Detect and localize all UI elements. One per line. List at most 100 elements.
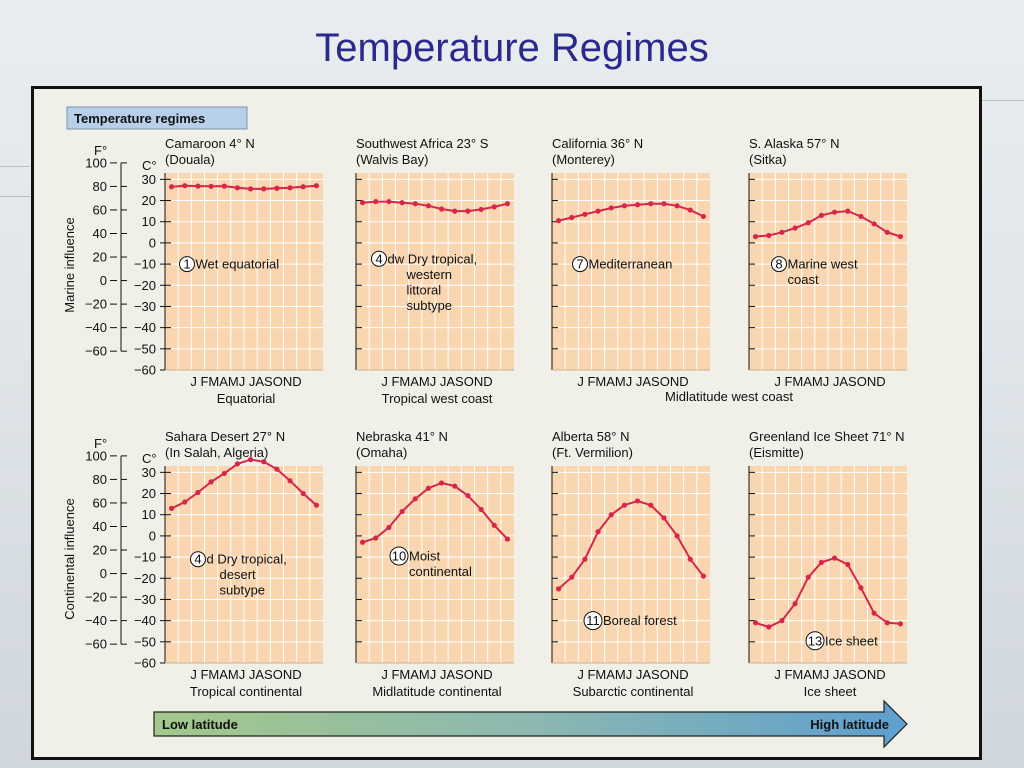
- data-point: [818, 212, 825, 218]
- data-point: [313, 502, 320, 508]
- f-tick-label: 40: [93, 519, 107, 534]
- data-point: [792, 225, 798, 231]
- regime-label-line: littoral: [407, 282, 442, 297]
- regime-number-circle: [771, 256, 787, 273]
- data-point: [569, 574, 575, 580]
- data-point: [504, 201, 511, 207]
- f-tick-label: −60: [85, 344, 107, 359]
- data-point: [831, 209, 838, 215]
- data-point: [234, 185, 241, 191]
- f-tick-label: −60: [85, 637, 107, 652]
- latitude-arrow: [153, 699, 908, 749]
- regime-number-circle: [190, 551, 206, 568]
- data-point: [608, 205, 614, 211]
- data-point: [805, 574, 811, 580]
- c-tick-label: −40: [134, 320, 156, 335]
- regime-label-line: Mediterranean: [589, 257, 673, 272]
- c-tick-label: −10: [134, 550, 156, 565]
- c-tick-label: 20: [142, 193, 156, 208]
- regime-label-line: continental: [409, 564, 472, 579]
- data-point: [234, 461, 241, 467]
- data-point: [373, 198, 379, 205]
- regime-label-line: coast: [788, 272, 819, 287]
- region-label: Tropical west coast: [382, 391, 493, 406]
- chart-title: Nebraska 41° N: [356, 429, 448, 444]
- data-point: [871, 221, 877, 227]
- data-point: [452, 483, 458, 489]
- chart-subtitle: (Omaha): [356, 445, 407, 460]
- c-tick-label: 0: [149, 528, 156, 543]
- c-unit-label: C°: [142, 451, 157, 466]
- regime-number-circle: [583, 611, 603, 631]
- month-labels: J FMAMJ JASOND: [190, 667, 301, 682]
- regime-number-circle: [371, 250, 387, 267]
- data-point: [700, 573, 707, 579]
- region-label: Midlatitude continental: [372, 684, 501, 699]
- regime-label-line: subtype: [407, 298, 453, 313]
- temperature-axes: 100806040200−20−40−60F°3020100−10−20−30−…: [85, 143, 165, 378]
- regime-label-line: subtype: [220, 583, 266, 598]
- temperature-regimes-figure: Temperature regimes Marine influence Con…: [62, 106, 908, 749]
- data-point: [871, 610, 877, 616]
- data-point: [752, 233, 759, 240]
- row-label-marine: Marine influence: [62, 217, 77, 312]
- regime-label-line: d Dry tropical,: [207, 552, 287, 567]
- data-point: [779, 229, 785, 235]
- data-point: [300, 184, 306, 190]
- regime-label-line: desert: [220, 567, 257, 582]
- regime-number: 1: [183, 257, 190, 272]
- chart-title: Camaroon 4° N: [165, 136, 255, 151]
- data-point: [438, 206, 445, 212]
- data-point: [569, 214, 575, 221]
- data-point: [425, 203, 432, 209]
- f-tick-label: 40: [93, 226, 107, 241]
- data-point: [313, 183, 320, 189]
- regime-number-circle: [572, 256, 588, 273]
- data-point: [845, 561, 851, 568]
- data-point: [412, 201, 418, 207]
- group-label-midlatitude-west-coast: Midlatitude west coast: [665, 389, 793, 404]
- c-tick-label: −40: [134, 613, 156, 628]
- data-point: [438, 480, 445, 486]
- data-point: [766, 624, 772, 630]
- data-point: [247, 457, 254, 463]
- c-tick-label: 30: [142, 172, 156, 187]
- c-tick-label: −60: [134, 363, 156, 378]
- data-point: [399, 200, 405, 206]
- f-tick-label: 80: [93, 179, 107, 194]
- f-tick-label: 0: [100, 273, 107, 288]
- data-point: [168, 184, 175, 190]
- data-point: [687, 556, 693, 562]
- f-tick-label: 80: [93, 472, 107, 487]
- c-tick-label: 0: [149, 235, 156, 250]
- data-point: [700, 213, 707, 220]
- f-tick-label: 20: [93, 543, 107, 558]
- chart-title: Greenland Ice Sheet 71° N: [749, 429, 905, 444]
- data-point: [208, 183, 214, 189]
- data-point: [845, 208, 851, 214]
- data-point: [274, 185, 280, 191]
- arrow-label-high: High latitude: [810, 717, 889, 732]
- temperature-line: [557, 499, 705, 590]
- f-tick-label: −20: [85, 297, 107, 312]
- f-unit-label: F°: [94, 436, 107, 451]
- regime-number-circle: [805, 631, 825, 651]
- data-point: [897, 621, 904, 627]
- row-label-continental: Continental influence: [62, 498, 77, 619]
- data-point: [261, 459, 267, 465]
- temperature-axes: 100806040200−20−40−60F°3020100−10−20−30−…: [85, 436, 165, 671]
- slide-title: Temperature Regimes: [315, 26, 709, 70]
- data-point: [634, 498, 641, 504]
- background-line: [0, 196, 30, 197]
- regime-label-line: Marine west: [788, 257, 858, 272]
- c-tick-label: 30: [142, 465, 156, 480]
- data-point: [884, 229, 890, 235]
- data-point: [831, 555, 838, 561]
- data-point: [359, 200, 366, 206]
- data-point: [478, 506, 484, 513]
- data-point: [386, 524, 392, 531]
- c-tick-label: −10: [134, 257, 156, 272]
- data-point: [779, 618, 785, 624]
- regime-number: 8: [775, 257, 782, 272]
- data-point: [805, 220, 811, 226]
